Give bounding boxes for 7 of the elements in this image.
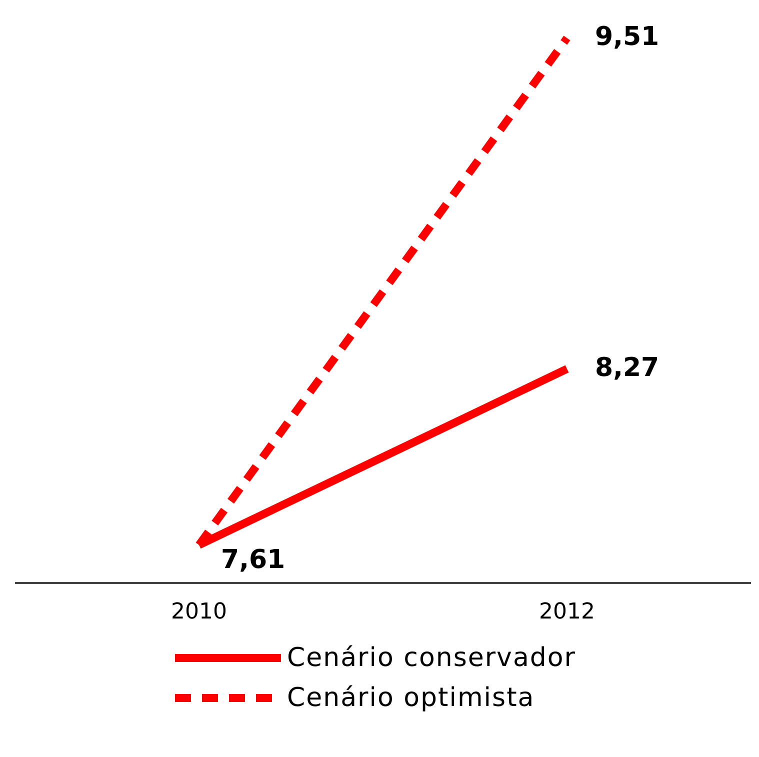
data-label: 7,61 [221,545,286,576]
legend-label: Cenário optimista [287,683,535,713]
data-label: 8,27 [595,353,660,384]
legend-label: Cenário conservador [287,643,576,673]
x-tick-label: 2012 [539,600,595,625]
data-label: 9,51 [595,22,660,52]
x-tick-label: 2010 [171,600,227,625]
